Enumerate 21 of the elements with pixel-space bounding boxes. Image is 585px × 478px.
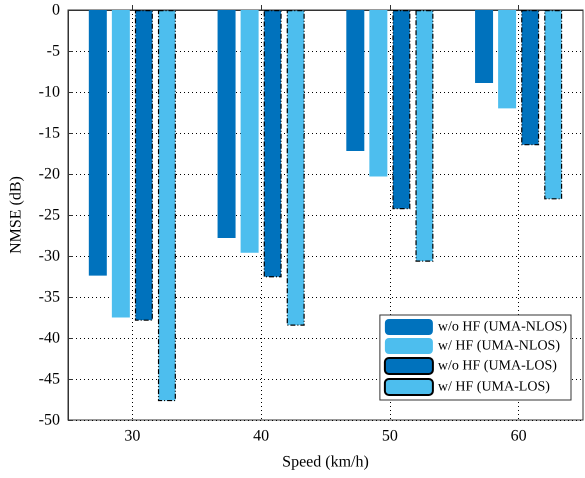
y-tick-label: 0 (52, 2, 60, 18)
y-tick-label: -10 (38, 84, 60, 100)
x-axis-title: Speed (km/h) (282, 454, 369, 470)
y-tick-label: -20 (38, 166, 60, 182)
x-tick-label: 40 (253, 428, 270, 444)
y-tick-label: -25 (38, 206, 60, 224)
y-axis-title: NMSE (dB) (8, 176, 24, 254)
x-tick-label: 50 (382, 428, 398, 444)
x-tick-label: 60 (510, 428, 527, 444)
y-tick-label: -40 (38, 330, 60, 346)
legend-label: w/o HF (UMA-NLOS) (438, 320, 568, 334)
legend-label: w/ HF (UMA-LOS) (438, 380, 550, 394)
y-tick-label: -15 (38, 124, 60, 142)
legend-label: w/o HF (UMA-LOS) (438, 358, 558, 374)
y-tick-label: -45 (38, 370, 60, 388)
y-tick-label: -5 (46, 42, 60, 60)
y-tick-label: -35 (38, 288, 60, 306)
x-tick-label: 30 (124, 428, 140, 444)
y-tick-label: -50 (38, 412, 60, 428)
y-tick-label: -30 (38, 248, 60, 264)
legend-label: w/ HF (UMA-NLOS) (438, 338, 560, 354)
